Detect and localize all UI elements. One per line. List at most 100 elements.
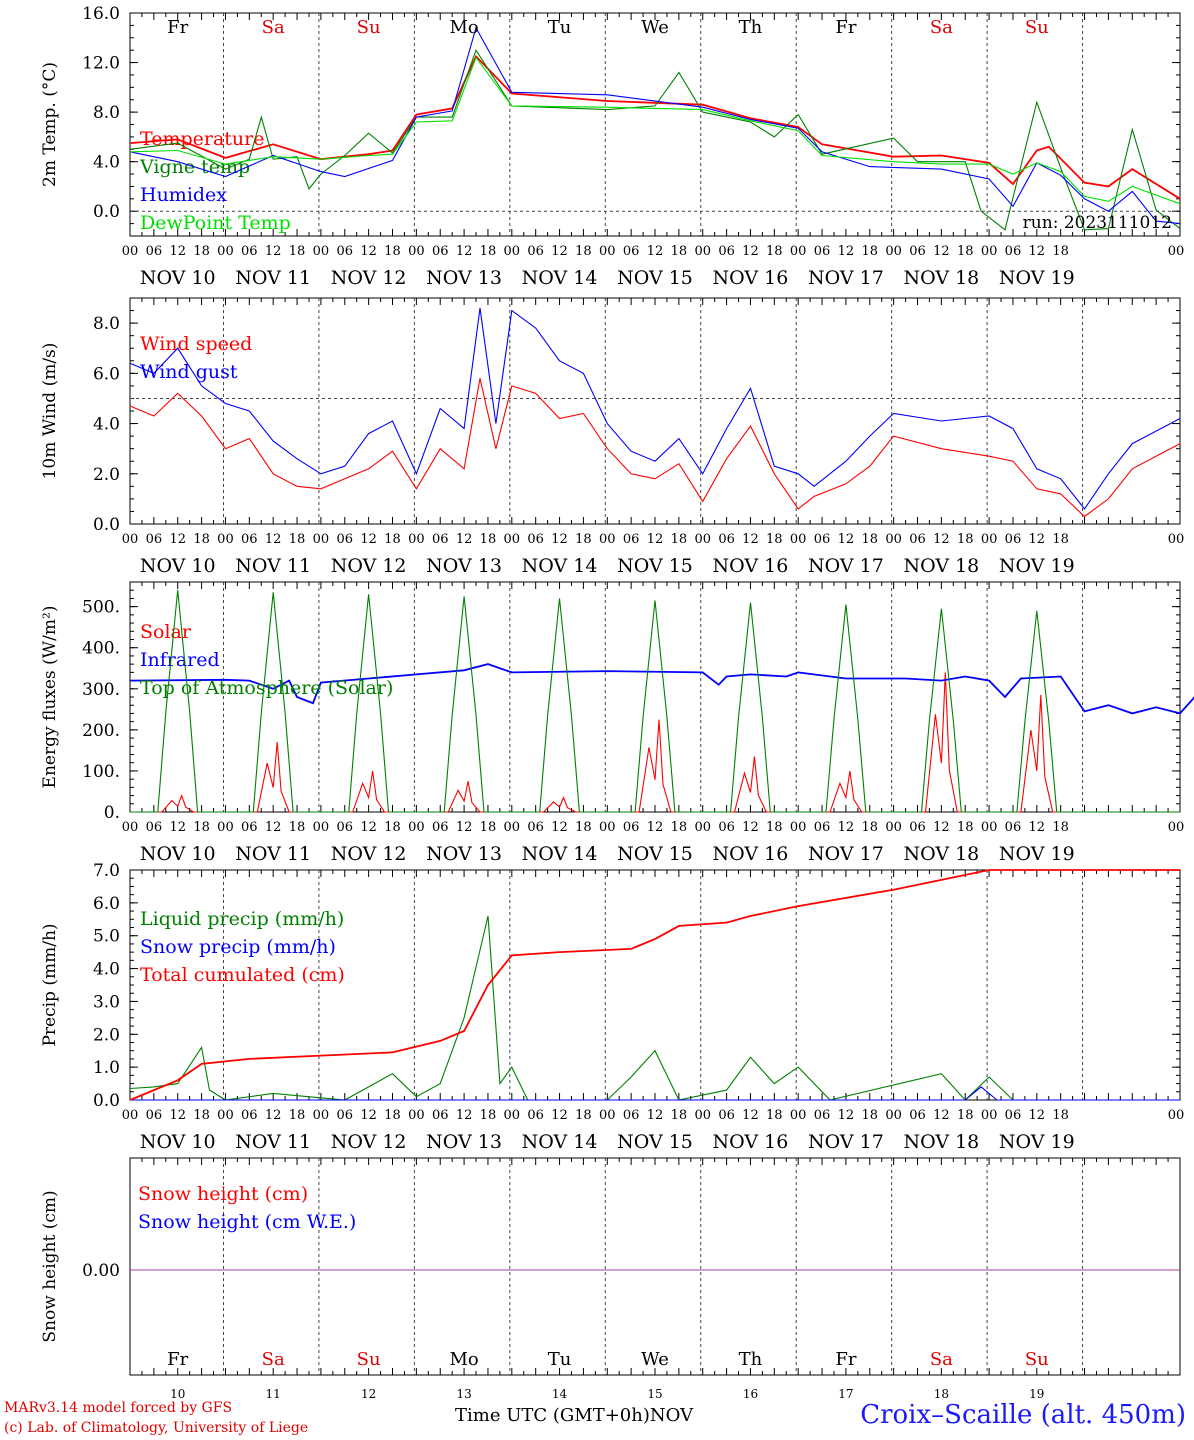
y-axis-title: Snow height (cm) — [40, 1190, 60, 1342]
hour-tick-label: 12 — [1029, 532, 1046, 547]
date-label: NOV 14 — [522, 843, 598, 865]
hour-tick-label: 06 — [814, 1108, 831, 1123]
weekday-label: Tu — [548, 17, 572, 38]
series-line-wind-speed — [129, 378, 1181, 518]
hour-tick-label: 00 — [599, 532, 616, 547]
y-tick-label: 500. — [82, 598, 120, 618]
hour-tick-label: 06 — [241, 244, 258, 259]
date-label: NOV 14 — [522, 1131, 598, 1153]
hour-tick-label: 18 — [766, 244, 783, 259]
date-label: NOV 16 — [713, 1131, 789, 1153]
hour-tick-label: 06 — [336, 1108, 353, 1123]
y-axis-title: Precip (mm/h) — [40, 923, 60, 1046]
hour-tick-label: 06 — [718, 820, 735, 835]
hour-tick-label: 18 — [193, 1108, 210, 1123]
hour-tick-label: 18 — [861, 820, 878, 835]
hour-tick-label: 18 — [384, 244, 401, 259]
legend-entry: Temperature — [140, 128, 264, 150]
hour-tick-label: 06 — [909, 532, 926, 547]
hour-tick-label: 18 — [193, 244, 210, 259]
y-tick-label: 0.0 — [93, 1091, 120, 1111]
date-label: NOV 10 — [140, 267, 216, 289]
hour-tick-label: 12 — [551, 1108, 568, 1123]
hour-tick-label: 00 — [1168, 532, 1185, 547]
day-number-label: 14 — [552, 1387, 568, 1401]
hour-tick-label: 06 — [814, 532, 831, 547]
hour-tick-label: 00 — [408, 244, 425, 259]
hour-tick-label: 06 — [814, 820, 831, 835]
hour-tick-label: 00 — [790, 820, 807, 835]
hour-tick-label: 18 — [1052, 820, 1069, 835]
hour-tick-label: 06 — [432, 820, 449, 835]
y-tick-label: 4.0 — [93, 153, 120, 173]
hour-tick-label: 00 — [981, 244, 998, 259]
hour-tick-label: 00 — [408, 1108, 425, 1123]
hour-tick-label: 18 — [289, 244, 306, 259]
date-label: NOV 17 — [808, 267, 884, 289]
weekday-label: Sa — [930, 17, 953, 38]
date-label: NOV 19 — [999, 1131, 1075, 1153]
hour-tick-label: 12 — [265, 532, 282, 547]
hour-tick-label: 00 — [790, 1108, 807, 1123]
plot-frame — [129, 12, 1181, 237]
y-axis-title: 2m Temp. (°C) — [40, 62, 60, 187]
hour-tick-label: 00 — [981, 1108, 998, 1123]
hour-tick-label: 18 — [671, 532, 688, 547]
y-tick-label: 1.0 — [93, 1058, 120, 1078]
date-label: NOV 14 — [522, 555, 598, 577]
legend-entry: Total cumulated (cm) — [140, 964, 345, 986]
date-label: NOV 19 — [999, 843, 1075, 865]
hour-tick-label: 06 — [241, 1108, 258, 1123]
hour-tick-label: 12 — [169, 244, 186, 259]
hour-tick-label: 00 — [694, 532, 711, 547]
hour-tick-label: 18 — [671, 820, 688, 835]
hour-tick-label: 18 — [575, 244, 592, 259]
hour-tick-label: 12 — [456, 1108, 473, 1123]
hour-tick-label: 12 — [1029, 820, 1046, 835]
hour-tick-label: 00 — [217, 532, 234, 547]
date-label: NOV 16 — [713, 555, 789, 577]
panel-2: 8.0 6.0 4.0 2.0 0.0 10m Wind (m/s) 00 06 12 18 NOV… — [40, 297, 1185, 577]
hour-tick-label: 18 — [384, 532, 401, 547]
hour-tick-label: 18 — [766, 1108, 783, 1123]
hour-tick-label: 12 — [360, 244, 377, 259]
hour-tick-label: 18 — [957, 1108, 974, 1123]
y-tick-label: 300. — [82, 680, 120, 700]
weekday-label: Fr — [167, 1349, 188, 1370]
hour-tick-label: 00 — [694, 820, 711, 835]
hour-tick-label: 12 — [1029, 1108, 1046, 1123]
station-label: Croix–Scaille (alt. 450m) — [860, 1400, 1186, 1430]
day-number-label: 12 — [361, 1387, 376, 1401]
model-credit: MARv3.14 model forced by GFS — [4, 1400, 233, 1416]
hour-tick-label: 06 — [1005, 532, 1022, 547]
hour-tick-label: 06 — [718, 1108, 735, 1123]
hour-tick-label: 00 — [885, 1108, 902, 1123]
date-label: NOV 19 — [999, 555, 1075, 577]
date-label: NOV 18 — [903, 267, 979, 289]
plot-frame — [129, 297, 1181, 525]
hour-tick-label: 12 — [933, 532, 950, 547]
date-label: NOV 15 — [617, 843, 693, 865]
hour-tick-label: 06 — [623, 244, 640, 259]
hour-tick-label: 00 — [885, 532, 902, 547]
series-line-dewpoint-temp — [129, 56, 1181, 205]
hour-tick-label: 12 — [838, 532, 855, 547]
hour-tick-label: 06 — [527, 532, 544, 547]
weekday-label: Tu — [548, 1349, 572, 1370]
day-number-label: 17 — [838, 1387, 853, 1401]
hour-tick-label: 18 — [861, 532, 878, 547]
hour-tick-label: 00 — [217, 1108, 234, 1123]
hour-tick-label: 06 — [432, 532, 449, 547]
run-label: run: 2023111012 — [1023, 213, 1172, 233]
hour-tick-label: 18 — [384, 1108, 401, 1123]
hour-tick-label: 12 — [742, 244, 759, 259]
date-label: NOV 17 — [808, 555, 884, 577]
y-tick-label: 3.0 — [93, 992, 120, 1012]
hour-tick-label: 18 — [575, 820, 592, 835]
legend-entry: Liquid precip (mm/h) — [140, 908, 344, 930]
series-line-wind-gust — [129, 307, 1181, 510]
date-label: NOV 11 — [235, 1131, 311, 1153]
series-line-total-cumulated-cm- — [129, 869, 1180, 1101]
date-label: NOV 17 — [808, 843, 884, 865]
hour-tick-label: 12 — [265, 244, 282, 259]
